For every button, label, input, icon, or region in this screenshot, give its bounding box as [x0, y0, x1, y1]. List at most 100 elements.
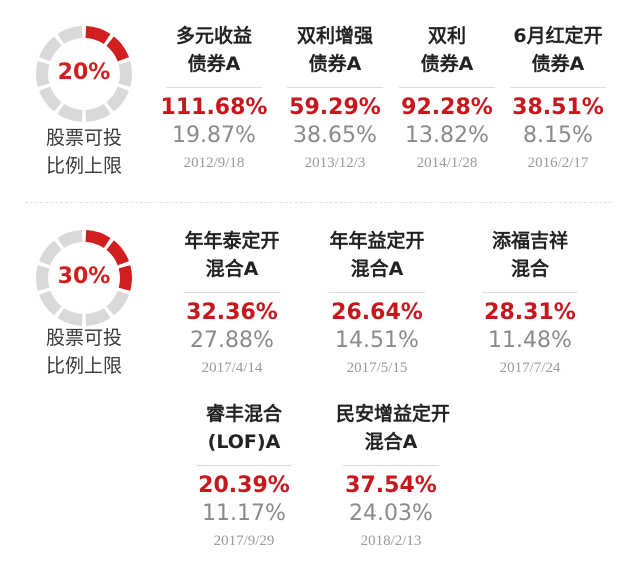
fund-date: 2013/12/3 [304, 155, 366, 171]
fund-name-line: 年年泰定开 [184, 230, 280, 252]
fund-name-line: 债券A [420, 53, 474, 75]
fund-card: 民安增益定开 混合A 37.54% 24.03% 2018/2/13 [336, 400, 451, 554]
gauge-segment-filled [106, 36, 129, 62]
fund-name: 多元收益 债券A [159, 22, 269, 78]
fund-return-secondary: 27.88% [190, 328, 274, 353]
gauge-ring-2 [36, 230, 132, 326]
fund-name-line: 债券A [187, 53, 241, 75]
gauge-percent-1: 20% [57, 60, 111, 85]
fund-date: 2017/9/29 [213, 533, 275, 549]
fund-name-line: 混合 [510, 258, 549, 280]
fund-separator [510, 87, 606, 88]
fund-date: 2012/9/18 [183, 155, 245, 171]
fund-name: 6月红定开 债券A [503, 22, 613, 78]
fund-separator [343, 465, 439, 466]
gauge-segment [106, 86, 129, 112]
fund-card: 双利 债券A 92.28% 13.82% 2014/1/28 [392, 22, 502, 176]
fund-separator [329, 292, 425, 293]
gauge-segment [39, 240, 62, 266]
fund-date: 2016/2/17 [527, 155, 589, 171]
fund-separator [166, 87, 262, 88]
fund-separator [399, 87, 495, 88]
fund-card: 添福吉祥 混合 28.31% 11.48% 2017/7/24 [475, 227, 585, 381]
gauge-segment [85, 104, 111, 122]
fund-date: 2014/1/28 [416, 155, 478, 171]
gauge-segment [118, 61, 132, 87]
fund-name: 双利增强 债券A [280, 22, 390, 78]
fund-separator [482, 292, 578, 293]
fund-date: 2017/4/14 [201, 360, 263, 376]
fund-name-line: 睿丰混合 [205, 403, 282, 425]
gauge-segment-filled [118, 265, 132, 291]
gauge-segment [39, 290, 62, 316]
gauge-segment [85, 308, 111, 326]
fund-date: 2017/5/15 [346, 360, 408, 376]
stock-limit-label-1: 股票可投 比例上限 [24, 124, 144, 180]
fund-separator [196, 465, 292, 466]
gauge-segment-filled [85, 230, 111, 248]
fund-return-secondary: 38.65% [293, 123, 377, 148]
fund-return-secondary: 8.15% [523, 123, 593, 148]
fund-card: 6月红定开 债券A 38.51% 8.15% 2016/2/17 [503, 22, 613, 176]
gauge-segment [39, 36, 62, 62]
fund-name: 年年益定开 混合A [322, 227, 432, 283]
gauge-segment [106, 290, 129, 316]
gauge-segment [57, 230, 83, 248]
fund-name-line: 混合A [205, 258, 259, 280]
gauge-segment [57, 104, 83, 122]
fund-name-line: 添福吉祥 [491, 230, 568, 252]
fund-return-secondary: 19.87% [172, 123, 256, 148]
fund-name: 民安增益定开 混合A [336, 400, 451, 456]
gauge-segment [39, 86, 62, 112]
fund-card: 睿丰混合 (LOF)A 20.39% 11.17% 2017/9/29 [189, 400, 299, 554]
gauge-segment [57, 308, 83, 326]
fund-return-primary: 111.68% [160, 95, 268, 120]
gauge-segment [36, 265, 50, 291]
fund-name: 双利 债券A [392, 22, 502, 78]
fund-return-primary: 37.54% [345, 473, 437, 498]
label-line: 比例上限 [45, 155, 122, 177]
fund-return-secondary: 24.03% [349, 501, 433, 526]
label-line: 比例上限 [45, 355, 122, 377]
gauge-segment-filled [85, 26, 111, 44]
fund-name-line: 债券A [308, 53, 362, 75]
section-divider [25, 202, 612, 203]
fund-name-line: (LOF)A [207, 431, 281, 453]
fund-return-secondary: 11.17% [202, 501, 286, 526]
fund-name-line: 债券A [531, 53, 585, 75]
gauge-ring-1 [36, 26, 132, 122]
fund-name-line: 多元收益 [175, 25, 252, 47]
gauge-segment-filled [106, 240, 129, 266]
label-line: 股票可投 [45, 327, 122, 349]
fund-return-primary: 28.31% [484, 300, 576, 325]
label-line: 股票可投 [45, 127, 122, 149]
fund-name-line: 双利增强 [296, 25, 373, 47]
fund-return-secondary: 14.51% [335, 328, 419, 353]
fund-date: 2018/2/13 [360, 533, 422, 549]
fund-return-primary: 92.28% [401, 95, 493, 120]
fund-card: 年年泰定开 混合A 32.36% 27.88% 2017/4/14 [177, 227, 287, 381]
fund-card: 双利增强 债券A 59.29% 38.65% 2013/12/3 [280, 22, 390, 176]
fund-name-line: 年年益定开 [329, 230, 425, 252]
fund-name-line: 6月红定开 [513, 25, 603, 47]
fund-return-primary: 32.36% [186, 300, 278, 325]
fund-name-line: 双利 [427, 25, 466, 47]
fund-return-primary: 20.39% [198, 473, 290, 498]
fund-name-line: 混合A [364, 431, 418, 453]
fund-name: 添福吉祥 混合 [475, 227, 585, 283]
gauge-percent-2: 30% [57, 264, 111, 289]
fund-date: 2017/7/24 [499, 360, 561, 376]
fund-name-line: 混合A [350, 258, 404, 280]
gauge-segment [36, 61, 50, 87]
fund-name-line: 民安增益定开 [336, 403, 451, 425]
fund-card: 多元收益 债券A 111.68% 19.87% 2012/9/18 [159, 22, 269, 176]
fund-name: 睿丰混合 (LOF)A [189, 400, 299, 456]
stock-limit-label-2: 股票可投 比例上限 [24, 324, 144, 380]
fund-name: 年年泰定开 混合A [177, 227, 287, 283]
fund-separator [287, 87, 383, 88]
fund-card: 年年益定开 混合A 26.64% 14.51% 2017/5/15 [322, 227, 432, 381]
fund-return-secondary: 13.82% [405, 123, 489, 148]
fund-return-primary: 59.29% [289, 95, 381, 120]
fund-return-primary: 26.64% [331, 300, 423, 325]
gauge-section-2: 30% 股票可投 比例上限 [34, 228, 154, 388]
